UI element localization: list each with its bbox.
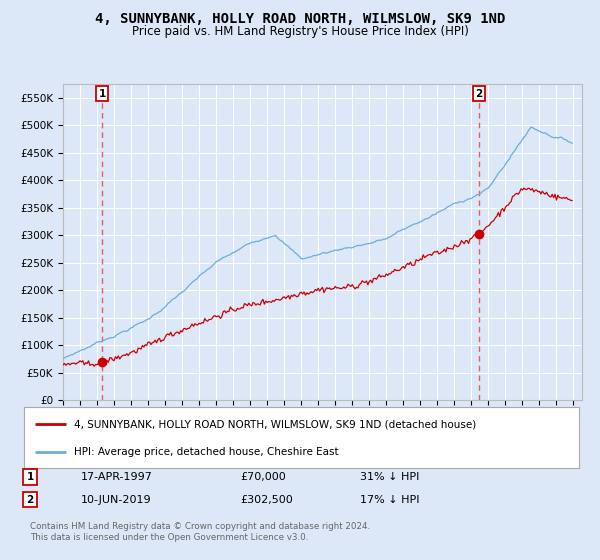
Text: HPI: Average price, detached house, Cheshire East: HPI: Average price, detached house, Ches… <box>74 447 338 458</box>
Text: 17% ↓ HPI: 17% ↓ HPI <box>360 494 419 505</box>
Text: 4, SUNNYBANK, HOLLY ROAD NORTH, WILMSLOW, SK9 1ND: 4, SUNNYBANK, HOLLY ROAD NORTH, WILMSLOW… <box>95 12 505 26</box>
Text: 31% ↓ HPI: 31% ↓ HPI <box>360 472 419 482</box>
Text: This data is licensed under the Open Government Licence v3.0.: This data is licensed under the Open Gov… <box>30 533 308 542</box>
Text: Contains HM Land Registry data © Crown copyright and database right 2024.: Contains HM Land Registry data © Crown c… <box>30 522 370 531</box>
Text: £302,500: £302,500 <box>240 494 293 505</box>
Text: 10-JUN-2019: 10-JUN-2019 <box>81 494 152 505</box>
Text: 2: 2 <box>26 494 34 505</box>
Text: Price paid vs. HM Land Registry's House Price Index (HPI): Price paid vs. HM Land Registry's House … <box>131 25 469 38</box>
Text: 2: 2 <box>475 88 482 99</box>
Text: 1: 1 <box>26 472 34 482</box>
Text: 17-APR-1997: 17-APR-1997 <box>81 472 153 482</box>
Text: 1: 1 <box>98 88 106 99</box>
Text: 4, SUNNYBANK, HOLLY ROAD NORTH, WILMSLOW, SK9 1ND (detached house): 4, SUNNYBANK, HOLLY ROAD NORTH, WILMSLOW… <box>74 419 476 429</box>
Text: £70,000: £70,000 <box>240 472 286 482</box>
